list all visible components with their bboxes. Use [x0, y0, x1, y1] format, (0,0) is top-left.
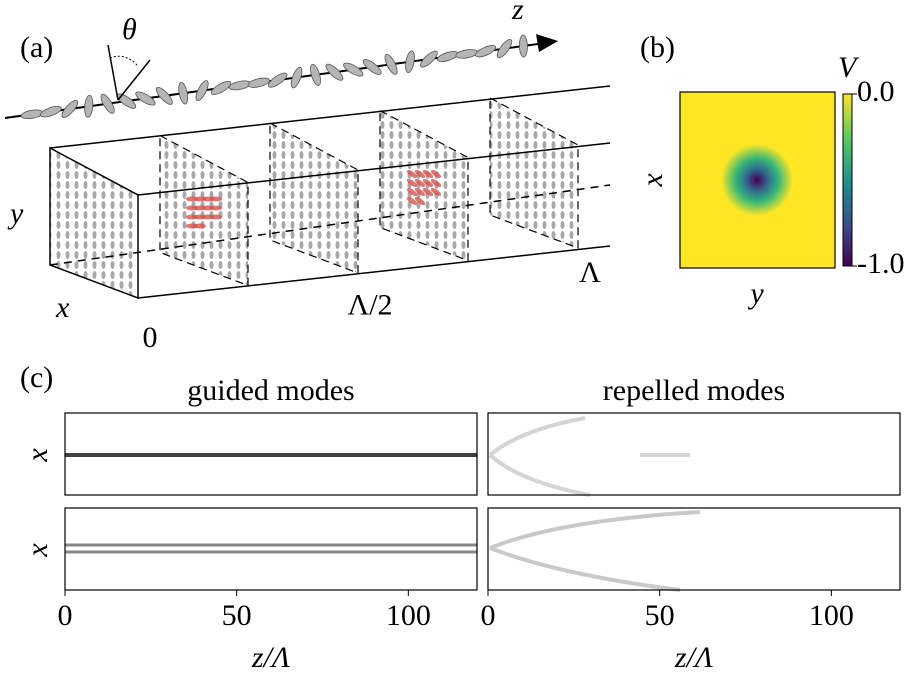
z-label: z [511, 0, 524, 26]
column-title: guided modes [187, 374, 354, 407]
pol-ellipse [154, 85, 175, 107]
arrow-head [536, 34, 558, 52]
pol-ellipse [418, 49, 440, 70]
y-label: y [7, 197, 24, 230]
pol-ellipse [404, 50, 416, 73]
polarization [20, 35, 527, 120]
colorbar-tick-label: 0.0 [857, 75, 895, 108]
x-tick-label: 0 [481, 599, 496, 632]
mode-ellipse [194, 224, 206, 229]
x-label: x [55, 291, 70, 324]
pol-ellipse [177, 82, 189, 105]
column-title: repelled modes [603, 374, 785, 407]
pol-ellipse [39, 104, 62, 119]
x-tick-label: 100 [386, 599, 431, 632]
position-label: 0 [143, 321, 158, 354]
pol-ellipse [455, 48, 478, 60]
pol-ellipse [115, 92, 138, 111]
plot-frame [65, 508, 477, 590]
slice [490, 98, 578, 248]
slices [50, 98, 578, 298]
pol-ellipse [342, 61, 365, 79]
x-tick-label: 0 [58, 599, 73, 632]
panel-label: (b) [640, 31, 675, 64]
mode-branch [490, 418, 690, 495]
figure: (a) θ z y x 0 Λ/2 Λ (b) V y x (c) guided m… [0, 0, 917, 685]
x-tick-label: 100 [809, 599, 854, 632]
pol-ellipse [20, 108, 43, 120]
position-label: Λ [579, 256, 601, 289]
mode-branch [490, 512, 700, 590]
mode-ellipse [210, 206, 222, 211]
mode-ellipse [210, 197, 222, 202]
y-axis-label: x [21, 448, 54, 463]
slice [160, 136, 248, 286]
x-axis-label: y [747, 277, 764, 310]
position-label: Λ/2 [347, 288, 392, 321]
slice [50, 148, 138, 298]
colorbar-tick-label: -1.0 [857, 247, 905, 280]
angle-ref [108, 45, 118, 100]
panel-c: (c) guided modes repelled modes x x z/Λ … [20, 361, 900, 674]
colorbar [843, 94, 852, 266]
pol-ellipse [247, 76, 270, 89]
panel-label: (c) [20, 361, 53, 394]
plot-frame [488, 508, 900, 590]
x-axis-label: z/Λ [251, 641, 290, 674]
mode-ellipse [210, 215, 222, 220]
pol-ellipse [474, 43, 497, 59]
slice [270, 123, 358, 273]
panel-b: (b) V y x [636, 31, 860, 310]
angle-arc [110, 56, 138, 66]
panel-a: (a) θ z y x 0 Λ/2 Λ [5, 0, 610, 354]
x-axis-label: z/Λ [674, 641, 713, 674]
pol-ellipse [84, 95, 94, 118]
y-axis-label: x [21, 543, 54, 558]
x-tick-label: 50 [222, 599, 252, 632]
x-tick-label: 50 [645, 599, 675, 632]
panel-label: (a) [20, 31, 53, 64]
pol-ellipse [134, 89, 157, 107]
y-axis-label: x [636, 173, 669, 188]
angle-label: θ [122, 13, 137, 46]
potential-well [721, 144, 793, 216]
pol-ellipse [519, 35, 528, 57]
pol-ellipse [324, 62, 346, 83]
pol-ellipse [361, 57, 383, 77]
